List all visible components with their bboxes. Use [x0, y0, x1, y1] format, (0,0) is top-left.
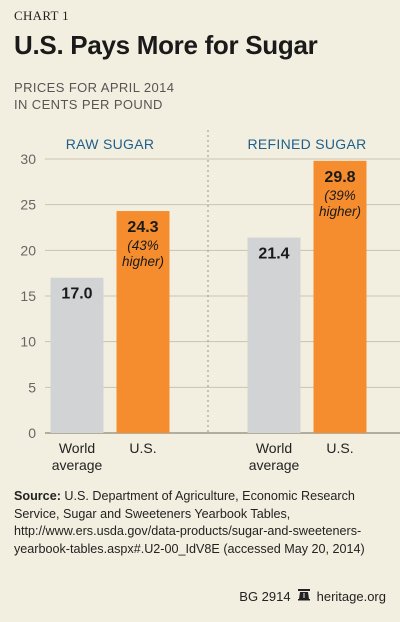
y-tick-label: 30	[20, 151, 36, 167]
liberty-bell-icon	[297, 588, 311, 605]
data-label: 29.8	[324, 169, 355, 186]
bar	[116, 211, 170, 433]
y-tick-label: 25	[20, 197, 36, 213]
x-tick-label: U.S.	[129, 440, 156, 456]
y-tick-label: 0	[28, 425, 36, 441]
group-label: REFINED SUGAR	[247, 136, 366, 152]
source-note: Source: U.S. Department of Agriculture, …	[14, 488, 388, 558]
x-tick-label: average	[52, 457, 103, 473]
bar	[247, 237, 301, 433]
footer-code: BG 2914	[239, 589, 291, 604]
data-note: higher)	[122, 254, 164, 269]
subtitle-line-2: IN CENTS PER POUND	[14, 97, 163, 112]
source-text: U.S. Department of Agriculture, Economic…	[14, 489, 365, 556]
y-tick-label: 15	[20, 288, 36, 304]
chart-label: CHART 1	[14, 8, 69, 23]
data-label: 21.4	[258, 246, 289, 263]
x-tick-label: World	[59, 440, 95, 456]
x-tick-label: average	[249, 457, 300, 473]
bar	[50, 277, 104, 433]
bar	[313, 160, 367, 433]
source-label: Source:	[14, 489, 61, 503]
data-note: (43%	[127, 238, 159, 253]
footer: BG 2914 heritage.org	[239, 588, 386, 605]
footer-site: heritage.org	[316, 589, 386, 604]
x-tick-label: U.S.	[326, 440, 353, 456]
data-note: higher)	[319, 204, 361, 219]
data-note: (39%	[324, 188, 356, 203]
y-tick-label: 10	[20, 334, 36, 350]
data-label: 24.3	[127, 219, 158, 236]
y-tick-label: 5	[28, 379, 36, 395]
subtitle-line-1: PRICES FOR APRIL 2014	[14, 80, 175, 95]
y-tick-label: 20	[20, 242, 36, 258]
chart-subtitle: PRICES FOR APRIL 2014 IN CENTS PER POUND	[14, 79, 314, 113]
chart-title: U.S. Pays More for Sugar	[14, 30, 318, 60]
data-label: 17.0	[61, 286, 92, 303]
x-tick-label: World	[256, 440, 292, 456]
group-label: RAW SUGAR	[66, 136, 155, 152]
